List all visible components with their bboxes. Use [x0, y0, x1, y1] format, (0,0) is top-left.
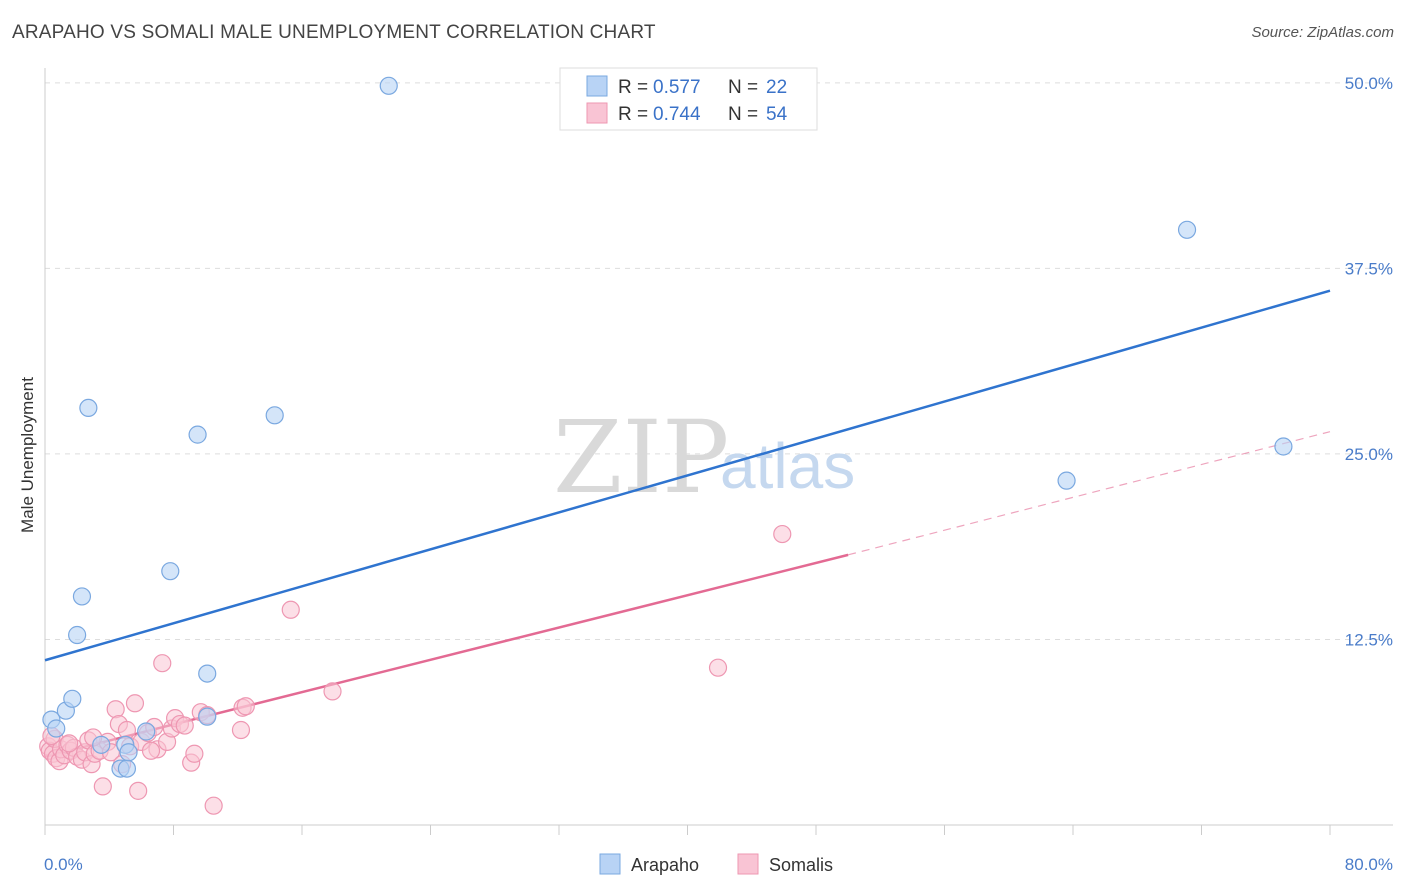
x-tick-label-max: 80.0%	[1345, 855, 1393, 874]
point-somalis	[281, 600, 300, 619]
point-somalis	[231, 720, 251, 740]
point-somalis	[59, 734, 79, 753]
watermark-zip: ZIP	[553, 399, 729, 516]
point-arapaho	[1274, 437, 1293, 456]
legend-r-label-somalis: R =	[618, 104, 648, 125]
point-arapaho	[1057, 471, 1076, 490]
point-somalis	[141, 741, 161, 760]
point-arapaho	[47, 719, 66, 738]
y-tick-label: 12.5%	[1345, 630, 1393, 649]
point-somalis	[185, 744, 204, 763]
point-arapaho	[198, 664, 217, 683]
series-legend: Arapaho Somalis	[599, 853, 833, 875]
y-tick-label: 37.5%	[1345, 259, 1393, 278]
x-ticks	[44, 825, 1331, 835]
point-somalis	[175, 716, 194, 735]
point-arapaho	[92, 735, 111, 754]
legend-n-label-arapaho: N =	[728, 77, 758, 98]
chart-title: ARAPAHO VS SOMALI MALE UNEMPLOYMENT CORR…	[12, 22, 656, 43]
point-somalis	[129, 781, 148, 800]
point-arapaho	[265, 406, 284, 425]
point-somalis	[125, 694, 145, 713]
legend-n-label-somalis: N =	[728, 104, 758, 125]
bottom-legend-swatch-somalis	[737, 853, 759, 875]
point-arapaho	[72, 587, 92, 606]
chart-source: Source: ZipAtlas.com	[1251, 24, 1394, 41]
y-axis-label: Male Unemployment	[18, 377, 37, 533]
point-somalis	[773, 524, 792, 544]
point-arapaho	[68, 625, 87, 645]
trend-line-somalis-extrapolated	[847, 431, 1331, 556]
legend-n-value-somalis: 54	[766, 104, 788, 125]
point-arapaho	[379, 76, 398, 95]
bottom-legend-label-somalis: Somalis	[769, 855, 833, 875]
point-arapaho	[117, 759, 137, 778]
bottom-legend-swatch-arapaho	[599, 853, 621, 875]
point-somalis	[236, 697, 255, 716]
y-tick-labels: 12.5% 25.0% 37.5% 50.0%	[1345, 74, 1393, 650]
point-arapaho	[1177, 220, 1197, 239]
legend-r-value-arapaho: 0.577	[653, 77, 701, 98]
point-somalis	[708, 658, 728, 677]
legend-swatch-somalis	[586, 102, 608, 124]
legend-r-value-somalis: 0.744	[653, 104, 701, 125]
point-somalis	[204, 796, 223, 815]
point-arapaho	[161, 562, 180, 581]
legend-r-label-arapaho: R =	[618, 77, 648, 98]
legend-n-value-arapaho: 22	[766, 77, 787, 98]
legend-swatch-arapaho	[586, 75, 608, 97]
x-tick-label-min: 0.0%	[44, 855, 83, 874]
y-tick-label: 50.0%	[1345, 74, 1393, 93]
point-somalis	[106, 700, 125, 719]
point-arapaho	[63, 689, 82, 708]
point-somalis	[323, 682, 342, 701]
trend-line-arapaho	[44, 289, 1331, 662]
point-somalis	[93, 777, 112, 796]
point-somalis	[153, 654, 172, 673]
y-tick-label: 25.0%	[1345, 445, 1393, 464]
point-arapaho	[198, 707, 217, 726]
point-arapaho	[137, 722, 156, 741]
point-arapaho	[79, 398, 98, 418]
point-arapaho	[188, 425, 207, 444]
trend-layer	[44, 289, 1331, 758]
bottom-legend-label-arapaho: Arapaho	[631, 855, 699, 875]
points-layer	[39, 76, 1293, 815]
point-arapaho	[119, 743, 138, 762]
watermark-atlas: atlas	[720, 430, 855, 502]
correlation-legend: R = 0.577 N = 22 R = 0.744 N = 54	[559, 67, 818, 131]
grid-layer	[45, 82, 1393, 640]
